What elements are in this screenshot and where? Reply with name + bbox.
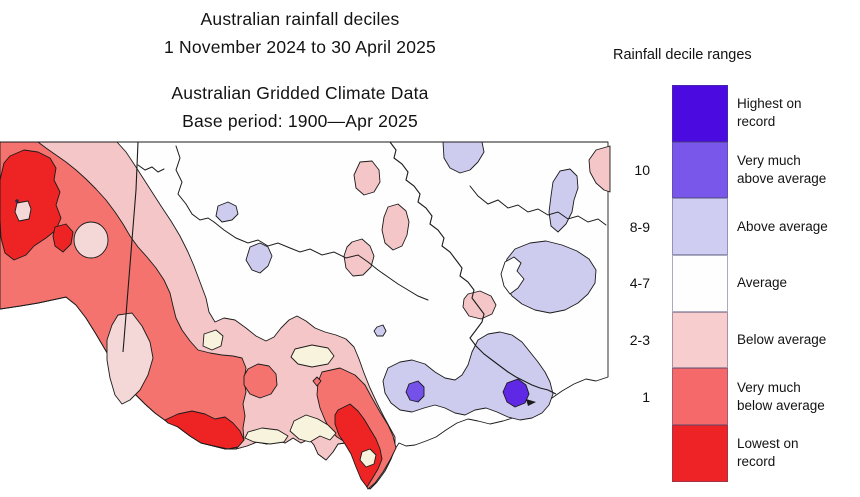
legend-swatch-very-much-below: [672, 368, 728, 426]
region-average-hole: [500, 256, 525, 295]
legend-label: Lowest on record: [737, 436, 799, 470]
river-line-1: [137, 164, 165, 173]
legend-heading: Rainfall decile ranges: [613, 47, 752, 63]
region-cream-west: [202, 329, 224, 351]
legend-swatch-very-much-above: [672, 141, 728, 199]
region-cream-central: [290, 344, 335, 368]
legend-swatch-average: [672, 255, 728, 312]
region-lowest-southwest-coast: [164, 410, 245, 450]
station-dot: [15, 199, 19, 203]
region-lowest-peninsula: [334, 403, 383, 488]
legend-swatch-above: [672, 198, 728, 256]
map-title: Australian rainfall deciles: [200, 9, 400, 29]
blob-above-average-top: [442, 141, 485, 174]
spot-very-much-above-east: [502, 378, 530, 408]
legend-label: Below average: [737, 332, 827, 348]
rainfall-decile-legend: Highest on record 10 Very much above ave…: [606, 85, 828, 482]
blob-above-average-north-small: [215, 201, 239, 223]
blob-above-average-central-small: [245, 242, 273, 274]
river-line-2: [175, 145, 215, 223]
legend-row: 2-3 Below average: [606, 311, 828, 369]
region-lowest-northwest: [0, 149, 62, 261]
region-very-much-below-speck: [312, 376, 322, 387]
river-line-4: [469, 185, 607, 226]
region-lowest-small: [52, 223, 74, 253]
region-pale-wedge: [106, 312, 154, 405]
legend-swatch-below: [672, 311, 728, 369]
legend-swatch-lowest: [672, 425, 728, 482]
legend-range: 2-3: [629, 332, 650, 349]
state-border-sa-vic: [122, 141, 139, 353]
blob-below-average-1: [353, 160, 381, 196]
map-dataset: Australian Gridded Climate Data: [171, 83, 429, 103]
region-pale-hole-small: [14, 200, 32, 222]
legend-swatch-highest: [672, 85, 728, 142]
blob-below-average-3: [343, 238, 375, 277]
legend-label: Above average: [737, 218, 828, 234]
legend-row: 10 Very much above average: [606, 141, 828, 199]
inlet-mark: [526, 399, 536, 406]
blob-below-average-4: [462, 290, 497, 320]
blob-below-average-corner: [588, 145, 611, 193]
legend-range: 4-7: [629, 275, 650, 292]
blob-above-average-tall: [548, 168, 579, 233]
river-line-3: [213, 221, 429, 301]
legend-range: 1: [642, 388, 650, 405]
region-cream-coastal: [244, 427, 289, 445]
map-period: 1 November 2024 to 30 April 2025: [164, 37, 436, 57]
spot-very-much-above-west: [405, 380, 425, 403]
legend-label: Average: [737, 275, 788, 291]
legend-row: 1 Very much below average: [606, 368, 828, 426]
legend-row: Highest on record: [606, 85, 828, 142]
legend-range: 10: [634, 162, 650, 179]
legend-label: Highest on record: [737, 96, 802, 130]
blob-above-average-tiny: [373, 324, 387, 337]
legend-label: Very much below average: [737, 379, 825, 413]
region-cream-bay-west: [289, 414, 337, 443]
state-border-nsw-vic: [389, 141, 557, 395]
region-cream-westernport: [359, 448, 377, 468]
legend-label: Very much above average: [737, 153, 827, 187]
legend-range: 8-9: [629, 218, 650, 235]
region-pale-hole-oval: [73, 221, 109, 259]
legend-row: Lowest on record: [606, 425, 828, 482]
region-very-much-below-central-blob: [243, 363, 278, 399]
legend-row: 8-9 Above average: [606, 198, 828, 256]
map-base-period: Base period: 1900—Apr 2025: [182, 111, 418, 131]
blob-below-average-2: [381, 203, 410, 251]
legend-row: 4-7 Average: [606, 255, 828, 312]
